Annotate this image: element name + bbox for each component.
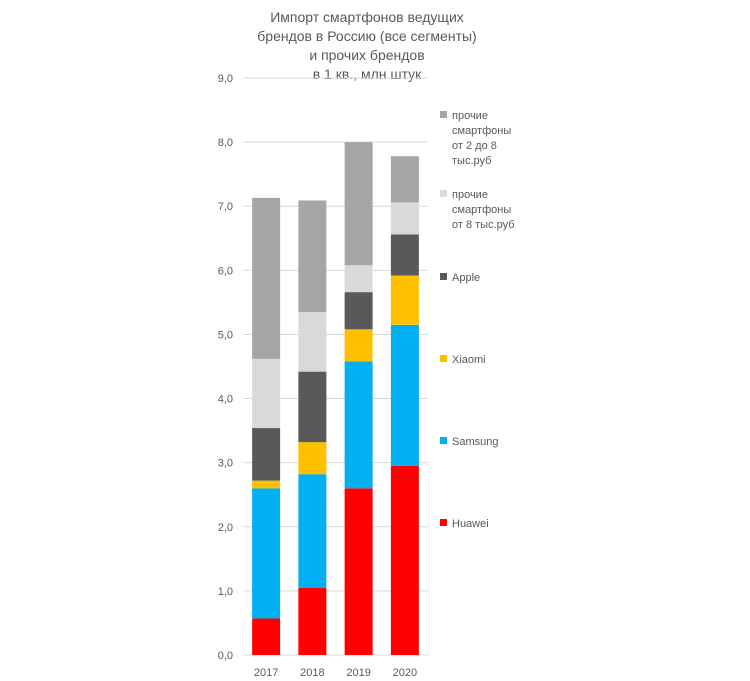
bar-segment xyxy=(298,200,327,313)
bar-segment xyxy=(344,488,373,655)
x-tick-label: 2018 xyxy=(300,667,324,679)
y-tick-label: 9,0 xyxy=(218,73,233,85)
title-line-2: брендов в Россию (все сегменты) xyxy=(257,28,476,44)
bar-segment xyxy=(298,474,327,588)
x-tick-label: 2019 xyxy=(346,667,370,679)
bar-segment xyxy=(298,371,327,443)
bar-segment xyxy=(252,428,281,481)
bar-segment xyxy=(252,197,281,359)
y-tick-label: 8,0 xyxy=(218,137,233,149)
legend-label: прочие смартфоны от 2 до 8 тыс.руб xyxy=(452,110,511,167)
bar-segment xyxy=(252,488,281,619)
bar-segment xyxy=(298,312,327,372)
legend-label: Samsung xyxy=(452,436,498,448)
title-line-4: в 1 кв., млн штук xyxy=(313,66,422,82)
bar-segment xyxy=(298,587,327,655)
legend-swatch xyxy=(440,111,447,118)
legend-label: Huawei xyxy=(452,518,489,530)
legend-swatch xyxy=(440,519,447,526)
x-tick-label: 2017 xyxy=(254,667,278,679)
legend: Huawei Samsung Xiaomi Apple прочие смартфоны о… xyxy=(440,110,515,530)
legend-label: Apple xyxy=(452,272,480,284)
bar-segment xyxy=(344,292,373,330)
bar-segment xyxy=(344,142,373,266)
bar-segment xyxy=(252,618,281,655)
bar-segment xyxy=(390,324,419,466)
legend-swatch xyxy=(440,273,447,280)
y-tick-label: 6,0 xyxy=(218,265,233,277)
bars xyxy=(252,142,419,655)
chart-title: Импорт смартфонов ведущих брендов в Росс… xyxy=(257,9,476,82)
x-axis: 2017 2018 2019 2020 xyxy=(254,667,417,679)
y-tick-label: 0,0 xyxy=(218,650,233,662)
bar-segment xyxy=(344,361,373,489)
y-tick-label: 7,0 xyxy=(218,201,233,213)
x-tick-label: 2020 xyxy=(393,667,417,679)
title-line-1: Импорт смартфонов ведущих xyxy=(270,9,464,25)
y-tick-label: 5,0 xyxy=(218,329,233,341)
legend-swatch xyxy=(440,355,447,362)
bar-segment xyxy=(344,265,373,293)
bar-segment xyxy=(298,442,327,475)
legend-swatch xyxy=(440,437,447,444)
legend-label: Xiaomi xyxy=(452,354,486,366)
bar-segment xyxy=(390,465,419,655)
title-line-3: и прочих брендов xyxy=(309,47,424,63)
y-tick-label: 1,0 xyxy=(218,586,233,598)
y-tick-label: 2,0 xyxy=(218,522,233,534)
legend-label: прочие смартфоны от 8 тыс.руб xyxy=(452,189,515,231)
bar-segment xyxy=(344,329,373,362)
y-axis: 0,0 1,0 2,0 3,0 4,0 5,0 6,0 7,0 8,0 9,0 xyxy=(218,73,233,662)
bar-segment xyxy=(390,156,419,203)
y-tick-label: 3,0 xyxy=(218,458,233,470)
bar-segment xyxy=(390,202,419,235)
bar-segment xyxy=(390,234,419,276)
y-tick-label: 4,0 xyxy=(218,394,233,406)
bar-segment xyxy=(252,358,281,429)
legend-swatch xyxy=(440,190,447,197)
bar-segment xyxy=(390,275,419,325)
bar-segment xyxy=(252,480,281,489)
